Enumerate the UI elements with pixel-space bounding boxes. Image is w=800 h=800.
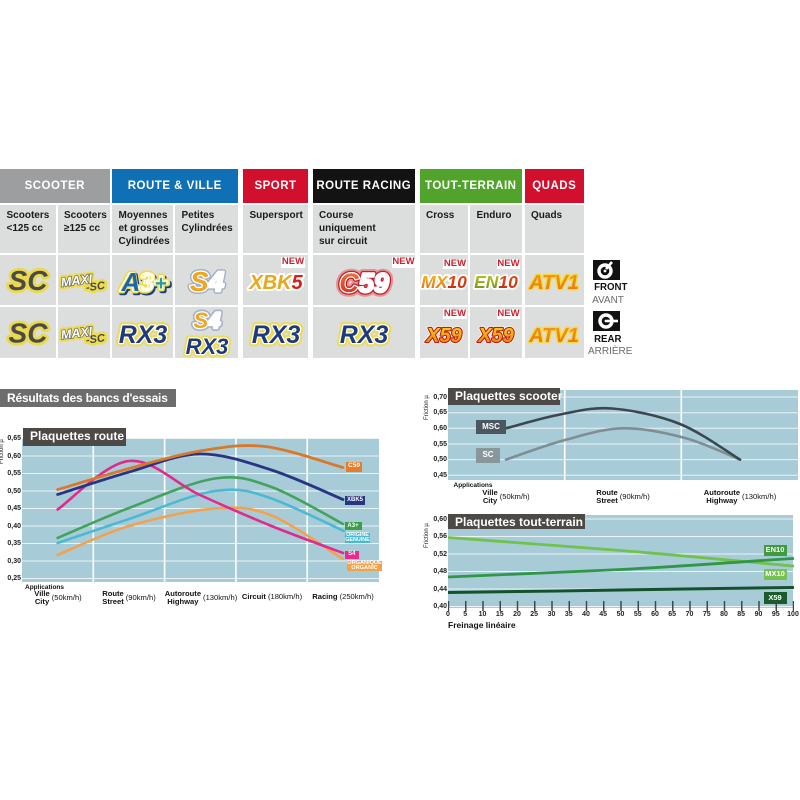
- svg-text:SC: SC: [9, 317, 49, 348]
- svg-text:X59: X59: [477, 325, 514, 347]
- svg-text:X59: X59: [477, 325, 514, 347]
- svg-text:XBK5: XBK5: [250, 273, 305, 295]
- svg-text:-SC: -SC: [85, 332, 106, 346]
- svg-text:RX3: RX3: [252, 321, 301, 349]
- svg-text:RX3: RX3: [186, 334, 229, 358]
- svg-text:S4: S4: [190, 266, 225, 297]
- svg-text:C59: C59: [339, 268, 389, 298]
- svg-text:MAXI: MAXI: [60, 324, 93, 342]
- svg-text:-SC: -SC: [85, 279, 106, 293]
- svg-text:C59: C59: [339, 268, 389, 298]
- svg-text:RX3: RX3: [186, 334, 229, 358]
- svg-text:MX10: MX10: [421, 272, 467, 292]
- svg-text:MX10: MX10: [421, 272, 467, 292]
- svg-text:S4: S4: [190, 266, 225, 297]
- svg-text:C59: C59: [339, 268, 389, 298]
- svg-text:ATV1: ATV1: [528, 325, 579, 347]
- svg-text:A3+: A3+: [121, 267, 167, 297]
- svg-text:RX3: RX3: [340, 321, 389, 349]
- svg-text:C59: C59: [339, 268, 389, 298]
- svg-text:X59: X59: [425, 325, 462, 347]
- svg-text:S4: S4: [194, 308, 221, 333]
- svg-text:MAXI: MAXI: [60, 324, 93, 342]
- svg-text:-SC: -SC: [85, 332, 106, 346]
- svg-text:S4: S4: [190, 266, 225, 297]
- svg-text:MAXI: MAXI: [60, 271, 93, 289]
- svg-text:RX3: RX3: [252, 321, 301, 349]
- svg-text:S4: S4: [194, 308, 221, 333]
- svg-text:EN10: EN10: [474, 272, 518, 292]
- svg-text:A3+: A3+: [119, 267, 168, 297]
- svg-text:ATV1: ATV1: [528, 272, 579, 294]
- svg-text:MAXI: MAXI: [60, 271, 93, 289]
- svg-text:SC: SC: [9, 265, 49, 296]
- svg-text:ATV1: ATV1: [528, 272, 579, 294]
- svg-text:S4: S4: [194, 308, 221, 333]
- svg-text:RX3: RX3: [119, 321, 168, 349]
- svg-text:RX3: RX3: [340, 321, 389, 349]
- svg-text:X59: X59: [477, 325, 514, 347]
- svg-text:RX3: RX3: [119, 321, 168, 349]
- svg-text:RX3: RX3: [252, 321, 301, 349]
- svg-text:RX3: RX3: [186, 334, 229, 358]
- svg-text:MAXI: MAXI: [60, 271, 93, 289]
- svg-text:RX3: RX3: [119, 321, 168, 349]
- svg-text:XBK5: XBK5: [248, 272, 303, 294]
- svg-text:MAXI: MAXI: [60, 324, 93, 342]
- svg-text:X59: X59: [425, 325, 462, 347]
- svg-text:SC: SC: [9, 317, 49, 348]
- svg-text:X59: X59: [425, 325, 462, 347]
- svg-text:-SC: -SC: [85, 279, 106, 293]
- svg-text:A3+: A3+: [119, 267, 168, 297]
- svg-text:A3+: A3+: [121, 268, 170, 298]
- svg-text:EN10: EN10: [474, 272, 518, 292]
- svg-text:SC: SC: [9, 265, 49, 296]
- svg-text:XBK5: XBK5: [248, 272, 303, 294]
- svg-text:ATV1: ATV1: [528, 325, 579, 347]
- svg-text:RX3: RX3: [340, 321, 389, 349]
